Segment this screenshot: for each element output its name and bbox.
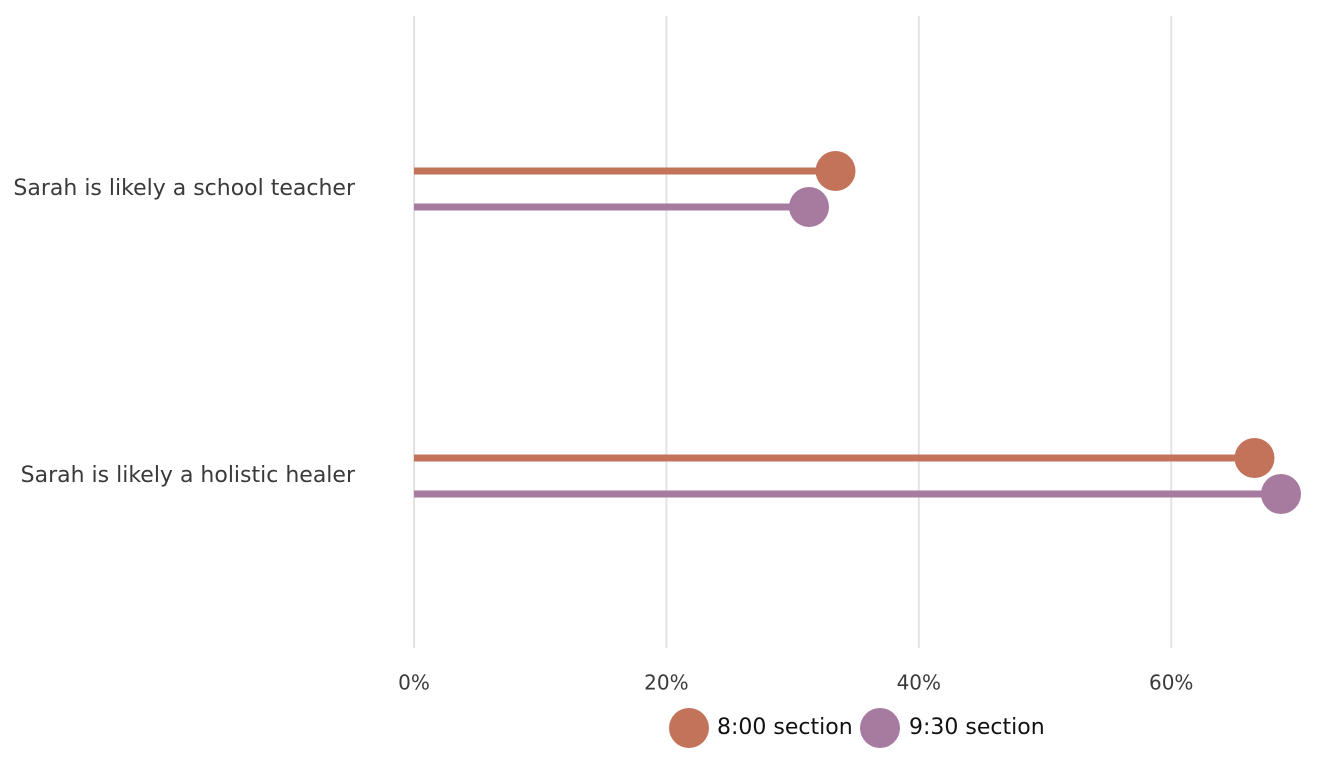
legend-label-1: 9:30 section xyxy=(909,715,1045,740)
dot-series0-cat0 xyxy=(815,151,856,191)
legend-key-1 xyxy=(860,708,900,748)
x-axis-ticks: 0% 20% 40% 60% xyxy=(398,671,1193,695)
x-tick-label-0: 0% xyxy=(398,671,430,695)
legend-label-0: 8:00 section xyxy=(717,715,853,740)
category-label-0: Sarah is likely a school teacher xyxy=(13,176,356,201)
x-tick-label-1: 20% xyxy=(644,671,688,695)
grid-layer xyxy=(413,16,1173,648)
x-tick-label-2: 40% xyxy=(897,671,941,695)
dot-series1-cat0 xyxy=(789,187,830,227)
category-label-1: Sarah is likely a holistic healer xyxy=(21,463,356,488)
legend-key-0 xyxy=(669,708,709,748)
dot-series1-cat1 xyxy=(1260,474,1301,514)
x-tick-label-3: 60% xyxy=(1149,671,1193,695)
legend: 8:00 section 9:30 section xyxy=(669,708,1045,748)
data-marks xyxy=(414,151,1301,514)
category-labels: Sarah is likely a school teacher Sarah is… xyxy=(13,176,356,488)
dot-series0-cat1 xyxy=(1234,438,1275,478)
